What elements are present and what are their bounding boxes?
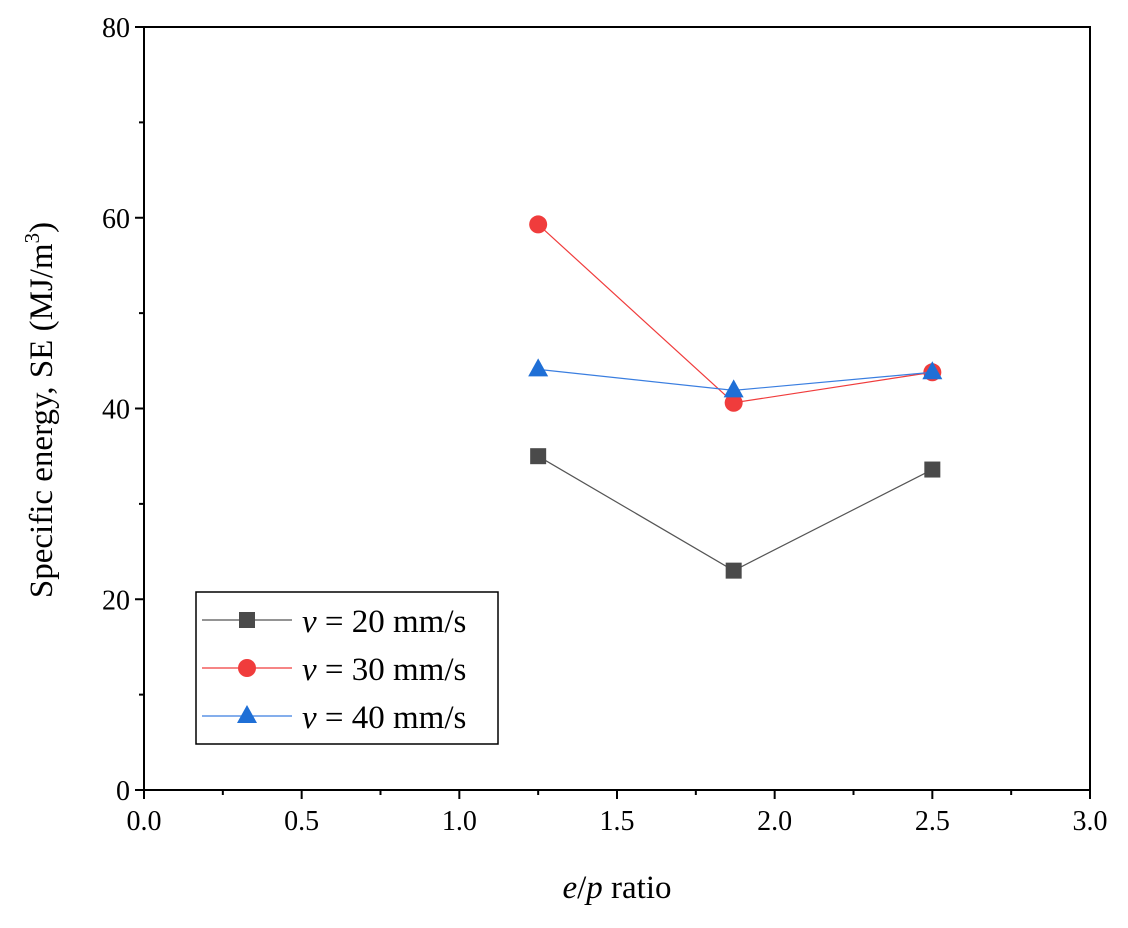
x-axis: 0.0 0.5 1.0 1.5 2.0 2.5 3.0 xyxy=(127,790,1108,837)
series-line xyxy=(537,455,933,572)
legend-marker xyxy=(238,659,256,677)
x-axis-title: e/p ratio xyxy=(562,870,671,906)
y-axis: 0 20 40 60 80 xyxy=(102,13,144,807)
y-tick-label: 0 xyxy=(116,776,130,807)
x-tick-label: 3.0 xyxy=(1073,806,1108,837)
x-tick-label: 0.0 xyxy=(127,806,162,837)
data-point xyxy=(723,379,744,398)
x-tick-label: 2.0 xyxy=(757,806,792,837)
legend-label: v = 30 mm/s xyxy=(302,652,466,688)
legend-label-rest: = 20 mm/s xyxy=(317,604,467,640)
data-point xyxy=(922,361,943,380)
x-tick-label: 2.5 xyxy=(915,806,950,837)
data-point xyxy=(528,358,549,377)
data-point xyxy=(725,562,742,579)
y-tick-label: 20 xyxy=(102,585,130,616)
data-point xyxy=(924,461,941,478)
legend-label: v = 40 mm/s xyxy=(302,700,466,736)
legend-item: v = 40 mm/s xyxy=(202,700,466,736)
legend-label-var: v xyxy=(302,652,317,688)
legend-label-rest: = 30 mm/s xyxy=(317,652,467,688)
x-tick-label: 1.5 xyxy=(600,806,635,837)
x-tick-label: 0.5 xyxy=(284,806,319,837)
legend-item: v = 20 mm/s xyxy=(202,604,466,640)
y-tick-label: 80 xyxy=(102,13,130,44)
x-tick-label: 1.0 xyxy=(442,806,477,837)
y-tick-label: 60 xyxy=(102,204,130,235)
y-axis-title: Specific energy, SE (MJ/m3) xyxy=(20,222,60,598)
data-point xyxy=(529,215,548,234)
legend-marker xyxy=(237,705,257,723)
legend-item: v = 30 mm/s xyxy=(202,652,466,688)
series-1 xyxy=(530,448,941,579)
series-3 xyxy=(528,358,943,398)
y-tick-label: 40 xyxy=(102,395,130,426)
legend-label-rest: = 40 mm/s xyxy=(317,700,467,736)
legend-label-var: v xyxy=(302,700,317,736)
legend-label-var: v xyxy=(302,604,317,640)
data-point xyxy=(530,448,547,465)
legend-label: v = 20 mm/s xyxy=(302,604,466,640)
legend-marker xyxy=(239,612,255,628)
series-layer xyxy=(528,215,943,579)
legend: v = 20 mm/sv = 30 mm/sv = 40 mm/s xyxy=(195,591,499,745)
data-point xyxy=(724,393,743,412)
